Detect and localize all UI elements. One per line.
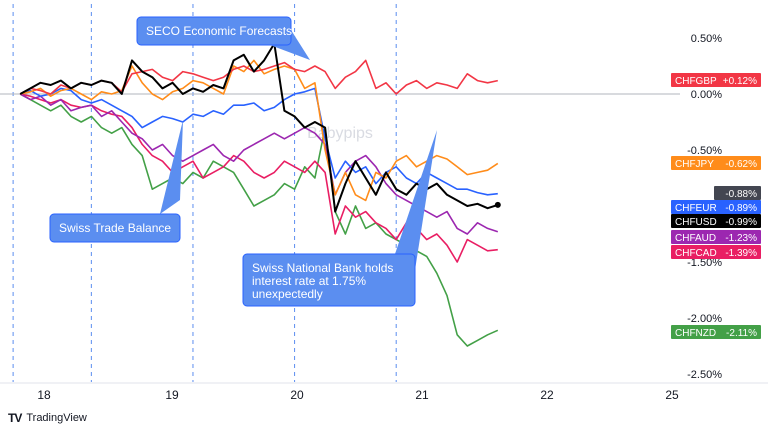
series-value: -0.62% xyxy=(725,159,757,170)
annotation-trade: Swiss Trade Balance xyxy=(49,120,183,243)
tradingview-logo-text: TradingView xyxy=(26,412,87,424)
x-tick-label: 18 xyxy=(37,388,51,402)
annotation-text: interest rate at 1.75% xyxy=(252,274,366,288)
value-label-bg xyxy=(671,156,761,170)
x-tick-label: 25 xyxy=(665,388,679,402)
value-label-extra: -0.88% xyxy=(714,186,761,200)
annotation-text: Swiss Trade Balance xyxy=(59,221,171,235)
value-label-chfjpy: CHFJPY -0.62% xyxy=(671,156,761,170)
value-label-bg xyxy=(671,230,761,244)
series-line-chfusd xyxy=(19,42,499,213)
annotation-box xyxy=(49,213,181,243)
value-label-bg xyxy=(671,73,761,87)
value-label-chfeur: CHFEUR -0.89% xyxy=(671,200,761,214)
tradingview-logo[interactable]: TV TradingView xyxy=(8,411,87,425)
series-name: CHFAUD xyxy=(675,233,716,244)
annotation-pointer xyxy=(160,120,183,214)
y-tick-label: 0.00% xyxy=(691,89,722,101)
series-name: CHFNZD xyxy=(675,328,716,339)
gridlines xyxy=(0,4,768,384)
y-tick-label: 0.50% xyxy=(691,33,722,45)
last-value-labels: CHFGBP +0.12%CHFJPY -0.62%CHFEUR -0.89%CHFU… xyxy=(671,73,761,339)
annotation-pointer xyxy=(395,130,437,270)
x-tick-label: 20 xyxy=(290,388,304,402)
value-label-bg xyxy=(671,245,761,259)
annotation-text: unexpectedly xyxy=(252,287,323,301)
annotation-box xyxy=(242,253,416,307)
series-name: CHFGBP xyxy=(675,76,717,87)
y-tick-label: -0.50% xyxy=(687,145,722,157)
series-line-chfeur xyxy=(19,87,498,196)
series-name: CHFCAD xyxy=(675,248,717,259)
series-name: CHFJPY xyxy=(675,159,714,170)
y-tick-label: -1.50% xyxy=(687,257,722,269)
series-name: CHFUSD xyxy=(675,217,717,228)
series-name: CHFEUR xyxy=(675,203,717,214)
x-tick-label: 21 xyxy=(415,388,429,402)
series-line-chfnzd xyxy=(19,93,499,347)
x-axis: 18 19 20 21 22 25 xyxy=(37,388,679,402)
series-value: -2.11% xyxy=(726,328,757,339)
value-label-bg xyxy=(671,214,761,228)
series-value: -1.39% xyxy=(725,248,757,259)
series-value: -0.99% xyxy=(725,217,757,228)
series-value: +0.12% xyxy=(723,76,757,87)
value-label-chfcad: CHFCAD -1.39% xyxy=(671,245,761,259)
value-label-chfusd: CHFUSD -0.99% xyxy=(671,214,761,228)
chfusd-last-point xyxy=(494,201,501,208)
value-label-chfgbp: CHFGBP +0.12% xyxy=(671,73,761,87)
x-tick-label: 22 xyxy=(540,388,554,402)
watermark: Babypips xyxy=(307,125,373,142)
value-label-chfnzd: CHFNZD -2.11% xyxy=(671,325,761,339)
value-label-bg xyxy=(714,186,761,200)
value-label-chfaud: CHFAUD -1.23% xyxy=(671,230,761,244)
annotation-seco: SECO Economic Forecasts xyxy=(136,16,310,60)
annotation-pointer xyxy=(270,30,310,60)
series-value: -0.89% xyxy=(725,203,757,214)
annotation-box xyxy=(136,16,292,46)
tradingview-logo-mark: TV xyxy=(8,411,22,425)
x-tick-label: 19 xyxy=(165,388,179,402)
y-tick-label: -2.00% xyxy=(687,313,722,325)
annotation-text: SECO Economic Forecasts xyxy=(146,24,292,38)
annotation-text: Swiss National Bank holds xyxy=(252,261,393,275)
value-label-bg xyxy=(671,200,761,214)
series-value: -1.23% xyxy=(725,233,757,244)
extra-value: -0.88% xyxy=(725,189,757,200)
value-label-bg xyxy=(671,325,761,339)
annotations: SECO Economic Forecasts Swiss Trade Balan… xyxy=(49,16,437,307)
y-tick-label: -2.50% xyxy=(687,369,722,381)
